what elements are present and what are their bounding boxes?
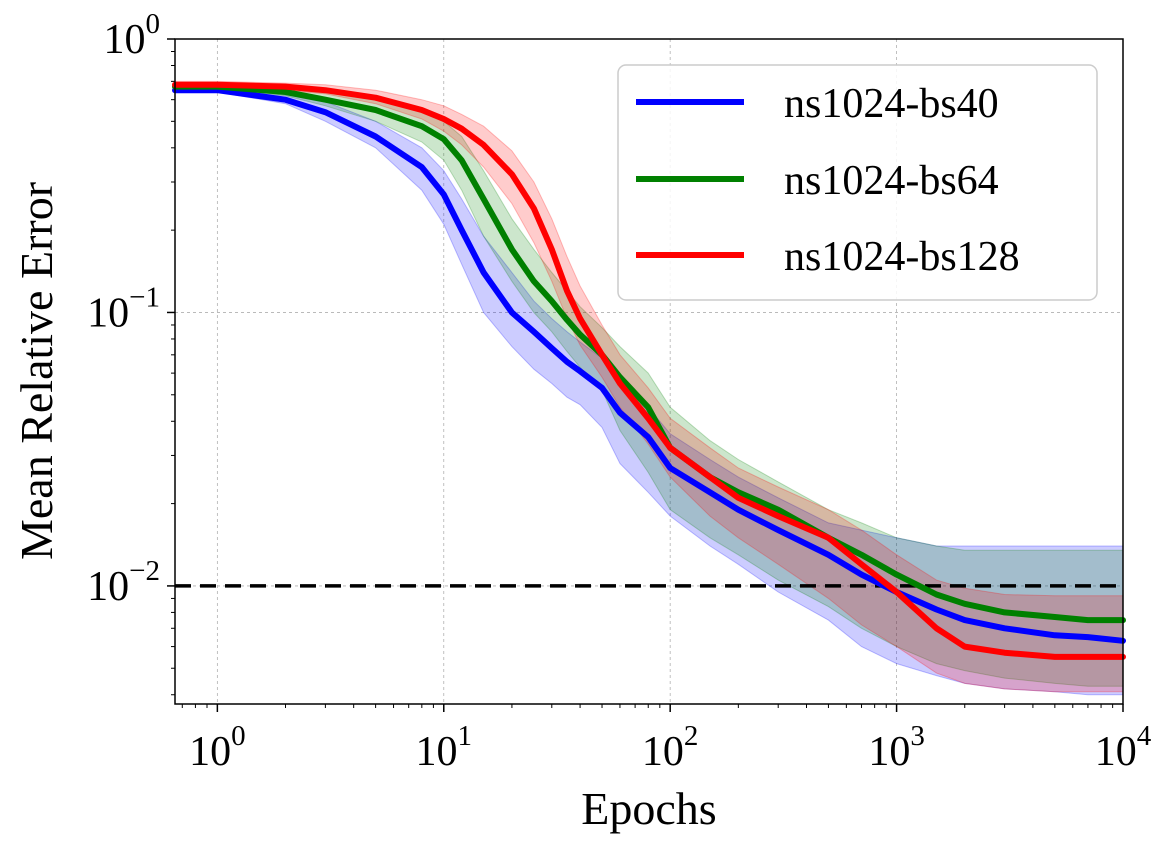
legend: ns1024-bs40 ns1024-bs64 ns1024-bs128: [617, 64, 1098, 301]
line-ns1024-bs40: [172, 87, 1126, 644]
x-axis-label: Epochs: [581, 783, 716, 834]
axis-ticks: 100 101 102 103 104 10−2 10−1 100: [87, 8, 1152, 775]
x-tick-label: 104: [1095, 720, 1152, 775]
y-tick-label: 10−1: [87, 281, 160, 336]
legend-box: [617, 64, 1098, 301]
legend-label-0: ns1024-bs40: [784, 81, 999, 127]
legend-label-1: ns1024-bs64: [784, 158, 999, 204]
x-tick-label: 101: [416, 720, 473, 775]
y-tick-label: 10−2: [87, 555, 160, 610]
x-tick-label: 100: [189, 720, 246, 775]
x-tick-label: 102: [642, 720, 699, 775]
x-tick-label: 103: [868, 720, 925, 775]
y-axis-label: Mean Relative Error: [11, 182, 62, 560]
y-tick-label: 100: [104, 8, 161, 63]
line-ns1024-bs128: [172, 81, 1126, 660]
legend-label-2: ns1024-bs128: [784, 234, 1020, 280]
plot-frame: [174, 38, 1124, 705]
series-lines: [172, 81, 1126, 660]
